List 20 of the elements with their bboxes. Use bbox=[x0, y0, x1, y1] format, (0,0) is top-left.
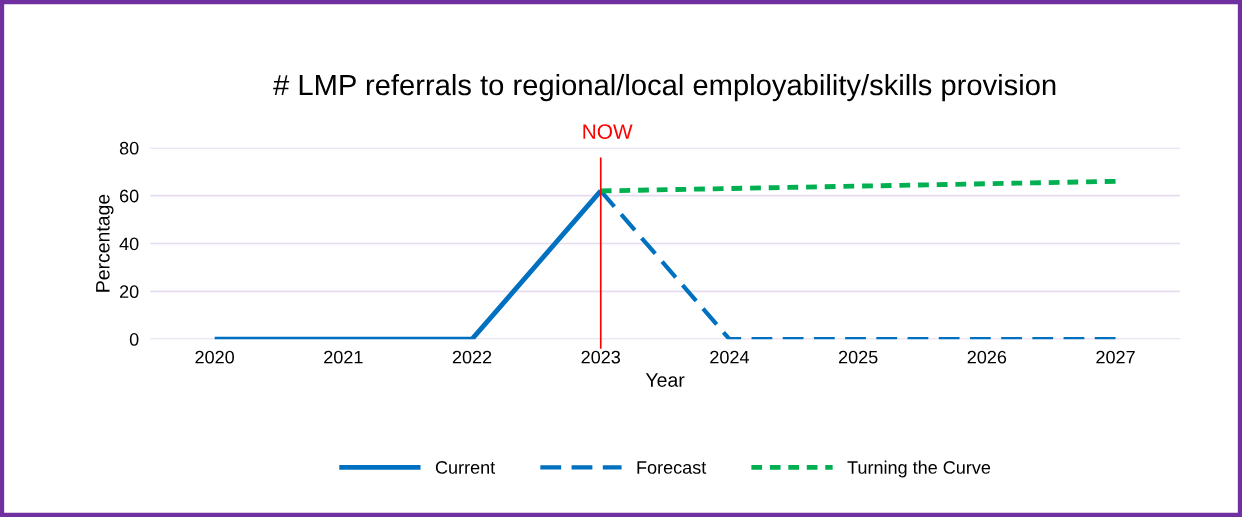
chart-title: # LMP referrals to regional/local employability/skills provision bbox=[273, 73, 1056, 102]
legend-label: Turning the Curve bbox=[847, 460, 991, 478]
y-tick-label: 0 bbox=[129, 333, 139, 346]
y-tick-label: 80 bbox=[119, 141, 139, 155]
legend-label: Forecast bbox=[637, 461, 707, 474]
x-tick-label: 2020 bbox=[195, 350, 235, 364]
y-tick-label: 60 bbox=[120, 189, 139, 203]
x-tick-label: 2021 bbox=[324, 350, 363, 364]
legend-label: Current bbox=[435, 461, 496, 474]
x-tick-label: 2025 bbox=[838, 350, 878, 364]
y-tick-label: 40 bbox=[119, 237, 139, 251]
x-tick-label: 2026 bbox=[967, 350, 1007, 364]
x-tick-label: 2027 bbox=[1096, 350, 1135, 364]
x-tick-label: 2022 bbox=[452, 350, 492, 364]
y-axis-title: Percentage bbox=[96, 194, 114, 292]
x-tick-label: 2023 bbox=[581, 350, 621, 364]
x-tick-label: 2024 bbox=[710, 350, 749, 364]
ref-line-label: NOW bbox=[583, 124, 633, 139]
y-tick-label: 20 bbox=[120, 285, 139, 299]
x-axis-title: Year bbox=[645, 373, 685, 387]
